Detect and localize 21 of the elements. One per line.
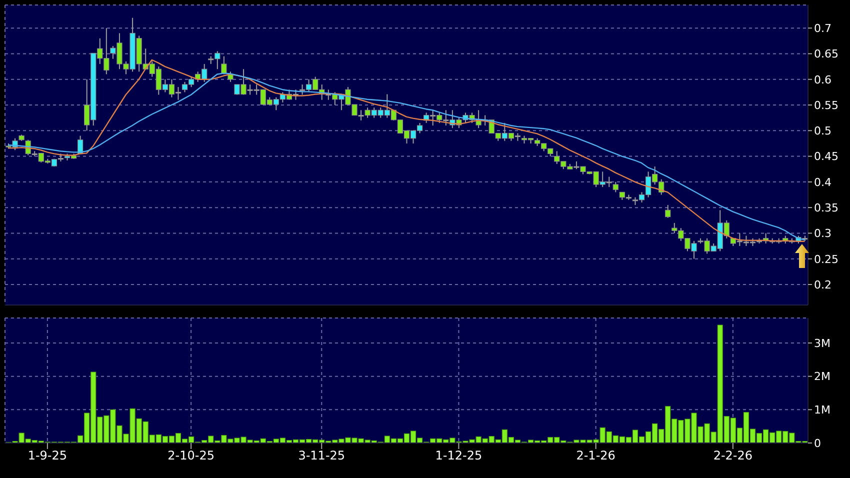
y-tick-label: 0.6 <box>814 73 832 86</box>
x-tick-label: 2-1-26 <box>576 448 616 463</box>
y-tick-label: 0.45 <box>814 150 838 164</box>
y-tick-label: 0.2 <box>814 278 832 292</box>
y-tick-label: 3M <box>814 336 830 350</box>
y-tick-label: 0 <box>814 436 821 450</box>
y-tick-label: 0.5 <box>814 124 832 138</box>
x-tick-label: 1-12-25 <box>435 448 482 463</box>
y-tick-label: 0.7 <box>814 22 832 35</box>
y-tick-label: 0.65 <box>814 48 838 61</box>
x-tick-label: 2-2-26 <box>713 448 753 463</box>
y-tick-label: 2M <box>814 370 830 384</box>
x-tick-label: 1-9-25 <box>28 448 68 463</box>
y-tick-label: 0.3 <box>814 227 832 240</box>
y-tick-label: 0.4 <box>814 176 832 189</box>
x-tick-label: 3-11-25 <box>298 448 346 463</box>
y-tick-label: 0.25 <box>814 252 838 266</box>
y-tick-label: 1M <box>814 404 830 417</box>
y-tick-label: 0.35 <box>814 201 838 214</box>
x-tick-label: 2-10-25 <box>168 448 214 463</box>
y-tick-label: 0.55 <box>814 98 838 112</box>
